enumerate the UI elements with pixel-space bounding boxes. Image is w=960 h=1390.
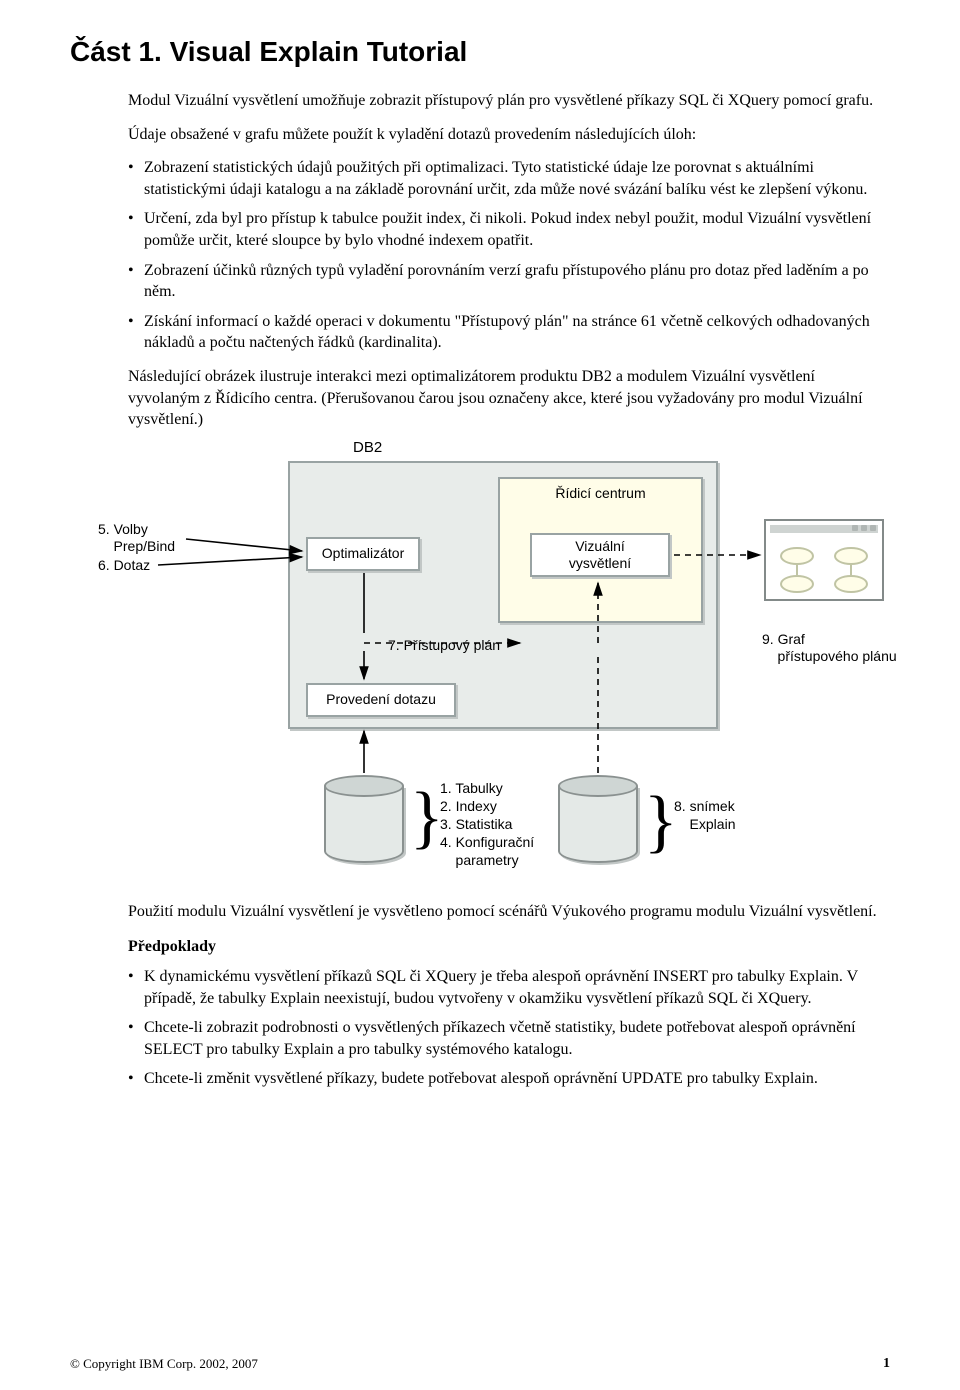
snimek-label: 8. snímek Explain bbox=[674, 797, 735, 833]
volby-label: 5. Volby Prep/Bind bbox=[98, 521, 175, 556]
screen-icon bbox=[764, 519, 884, 601]
control-center-title: Řídicí centrum bbox=[500, 485, 701, 501]
list-item: Určení, zda byl pro přístup k tabulce po… bbox=[128, 208, 890, 251]
optimizer-box: Optimalizátor bbox=[306, 537, 420, 571]
query-execution-label: Provedení dotazu bbox=[326, 691, 436, 708]
brace-right: } bbox=[644, 787, 678, 857]
pre-diagram-text: Následující obrázek ilustruje interakci … bbox=[128, 366, 890, 431]
list-item: Chcete-li zobrazit podrobnosti o vysvětl… bbox=[128, 1017, 890, 1060]
list-item: K dynamickému vysvětlení příkazů SQL či … bbox=[128, 966, 890, 1009]
cylinder-right bbox=[558, 775, 638, 863]
visual-explain-box: Vizuální vysvětlení bbox=[530, 533, 670, 577]
copyright-text: © Copyright IBM Corp. 2002, 2007 bbox=[70, 1356, 258, 1372]
list-item: Zobrazení účinků různých typů vyladění p… bbox=[128, 260, 890, 303]
dotaz-label: 6. Dotaz bbox=[98, 557, 150, 575]
db2-title: DB2 bbox=[353, 439, 382, 456]
intro-text: Modul Vizuální vysvětlení umožňuje zobra… bbox=[128, 90, 890, 112]
bullet-list-1: Zobrazení statistických údajů použitých … bbox=[128, 157, 890, 354]
page-number: 1 bbox=[883, 1356, 890, 1372]
lead-text: Údaje obsažené v grafu můžete použít k v… bbox=[128, 124, 890, 146]
cylinder-left bbox=[324, 775, 404, 863]
brace-left: } bbox=[410, 783, 444, 853]
graf-label: 9. Graf přístupového plánu bbox=[762, 631, 897, 666]
predpoklady-heading: Předpoklady bbox=[128, 936, 890, 958]
page-title: Část 1. Visual Explain Tutorial bbox=[70, 36, 890, 68]
architecture-diagram: DB2 Řídicí centrum Optimalizátor Vizuáln… bbox=[128, 443, 948, 883]
left-cyl-list: 1. Tabulky 2. Indexy 3. Statistika 4. Ko… bbox=[440, 779, 534, 870]
after-diagram-text: Použití modulu Vizuální vysvětlení je vy… bbox=[128, 901, 890, 923]
page-footer: © Copyright IBM Corp. 2002, 2007 1 bbox=[70, 1356, 890, 1372]
bullet-list-2: K dynamickému vysvětlení příkazů SQL či … bbox=[128, 966, 890, 1090]
access-plan-label: 7. Přístupový plán bbox=[388, 637, 500, 655]
optimizer-label: Optimalizátor bbox=[322, 545, 404, 562]
visual-explain-label: Vizuální vysvětlení bbox=[569, 538, 631, 572]
list-item: Zobrazení statistických údajů použitých … bbox=[128, 157, 890, 200]
list-item: Získání informací o každé operaci v doku… bbox=[128, 311, 890, 354]
query-execution-box: Provedení dotazu bbox=[306, 683, 456, 717]
list-item: Chcete-li změnit vysvětlené příkazy, bud… bbox=[128, 1068, 890, 1090]
